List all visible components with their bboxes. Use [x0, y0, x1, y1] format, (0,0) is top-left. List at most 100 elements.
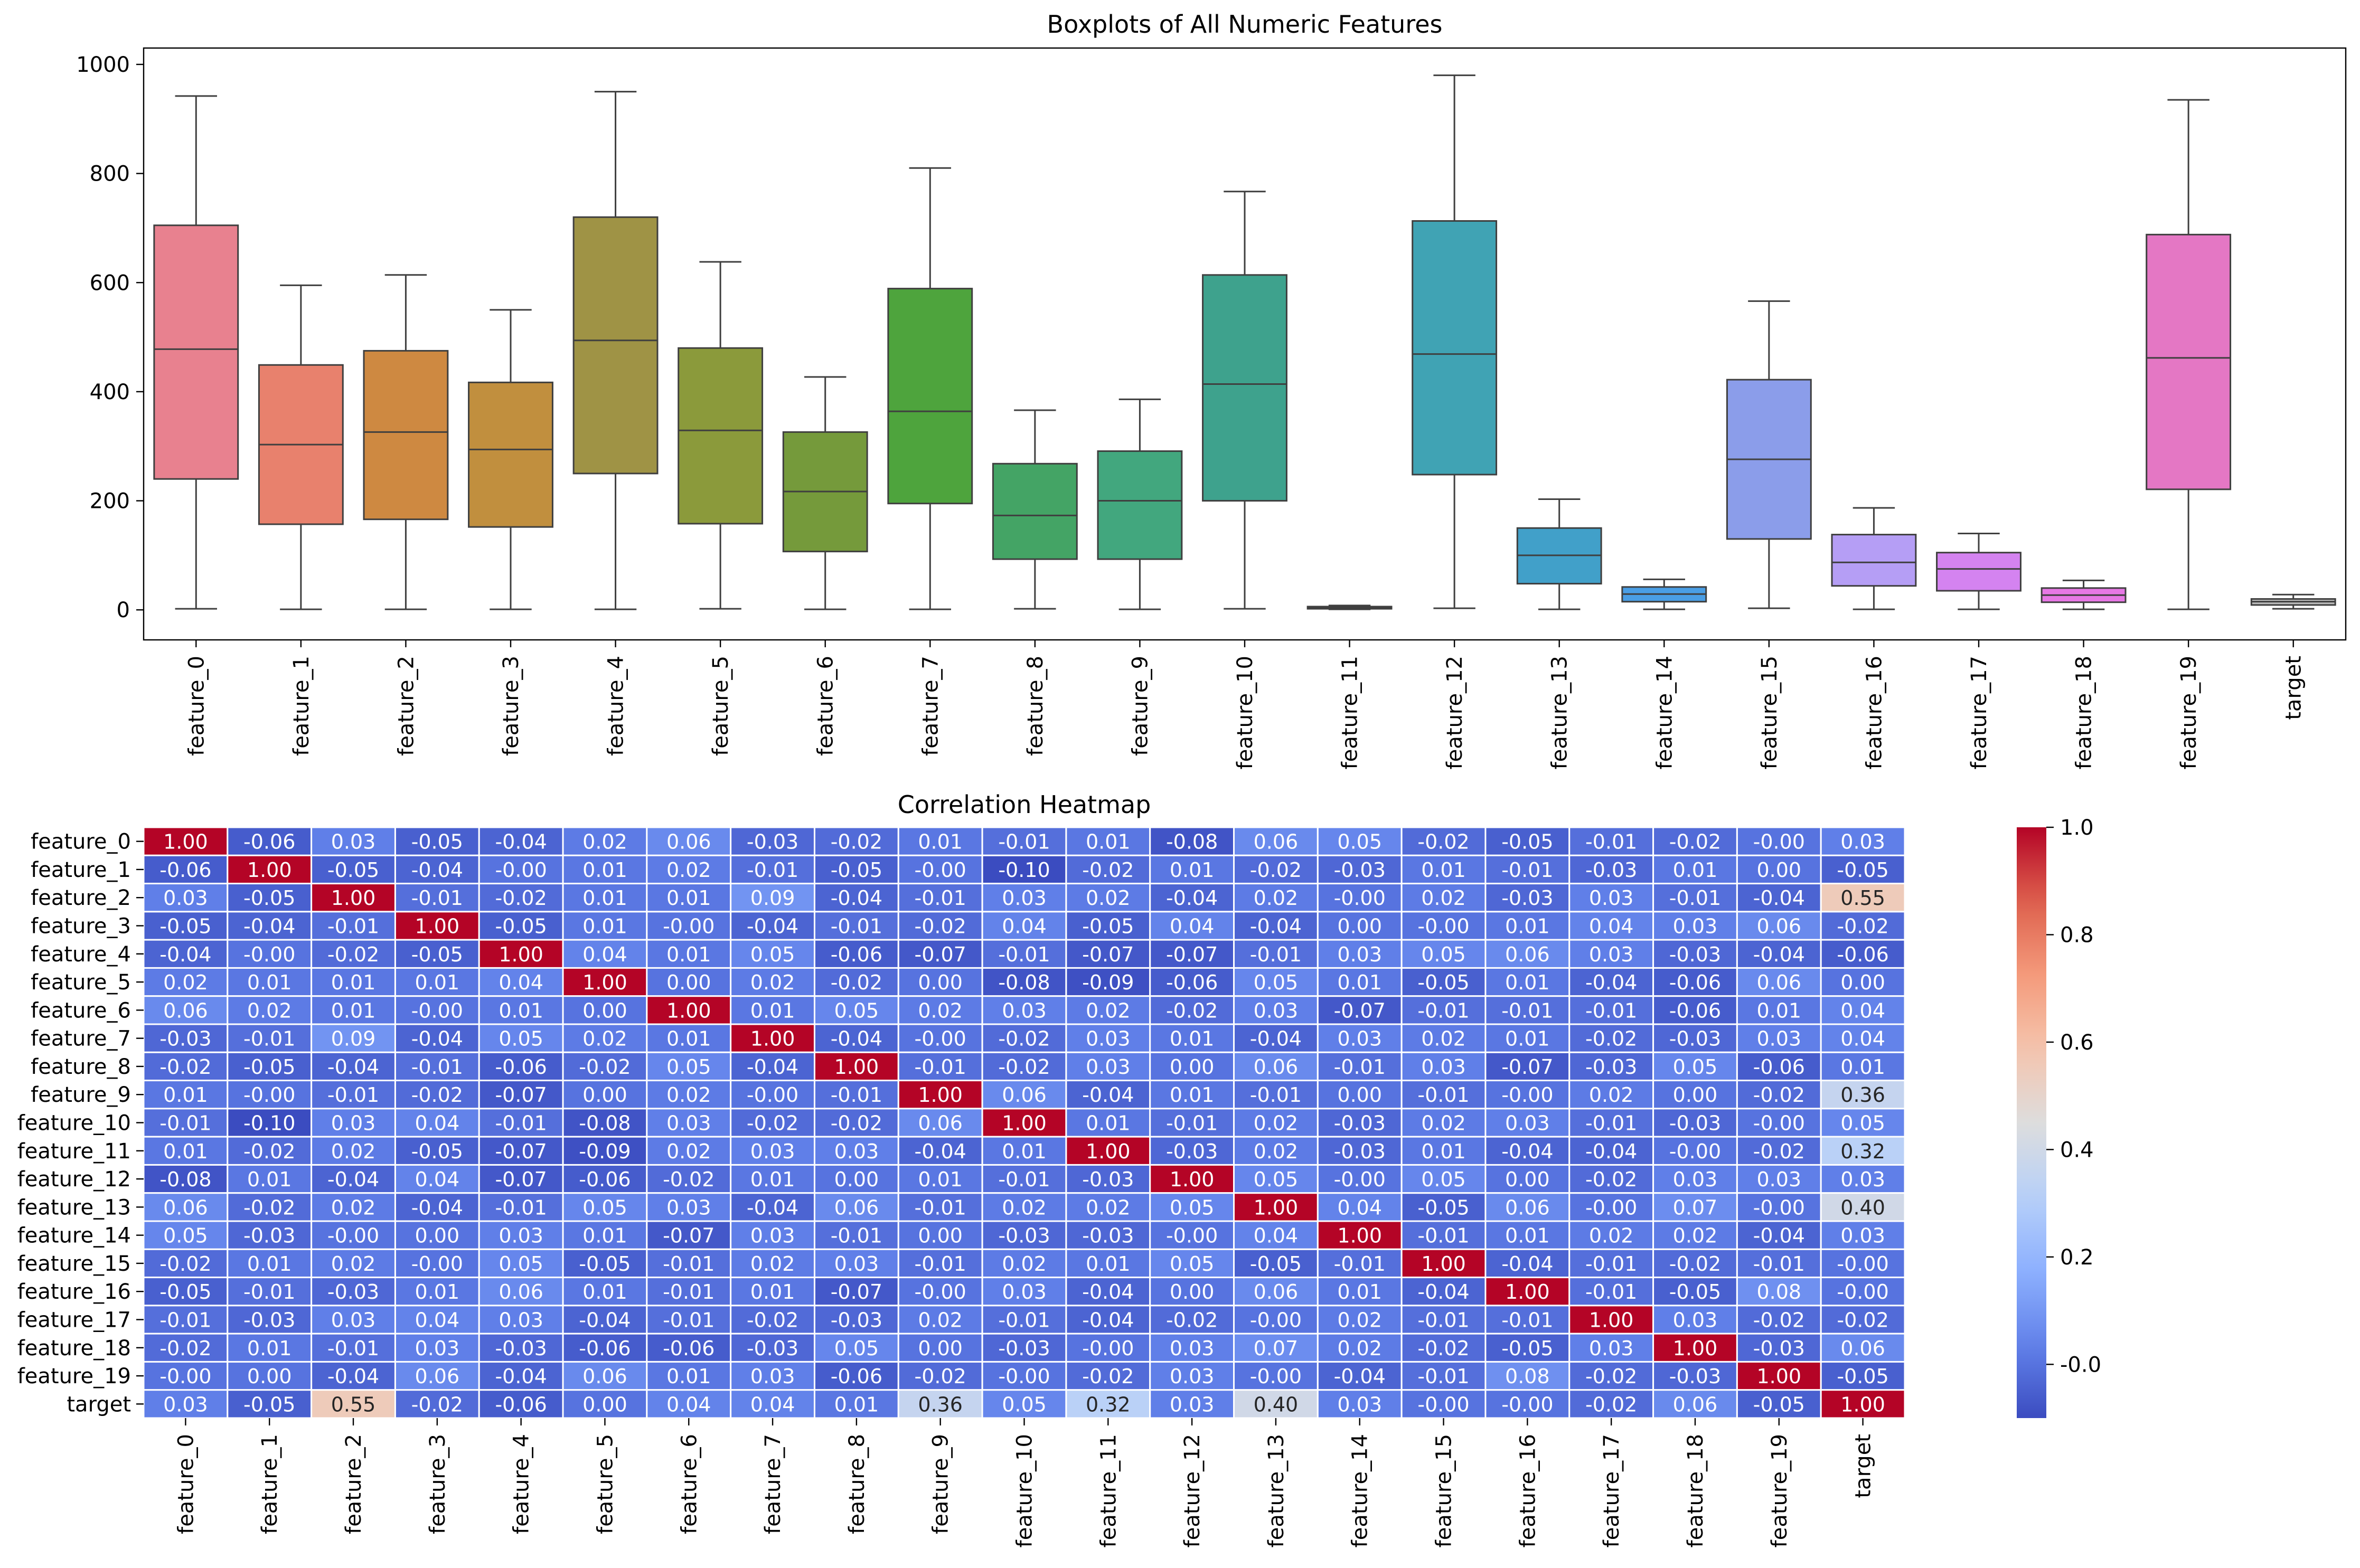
- heatmap-cell-label: 0.01: [1840, 1055, 1885, 1079]
- heatmap-cell: [394, 1136, 480, 1166]
- box-iqr: [1831, 534, 1917, 587]
- heatmap-cell: [646, 995, 732, 1025]
- row-label: feature_4: [31, 942, 131, 967]
- heatmap-cell-label: 0.03: [1673, 1168, 1718, 1191]
- heatmap-cell-label: -0.02: [998, 1055, 1050, 1079]
- heatmap-cell-label: -0.05: [579, 1252, 631, 1276]
- heatmap-cell: [730, 1023, 815, 1053]
- colorbar-tick-label: -0.0: [2060, 1353, 2101, 1377]
- heatmap-cell-label: 0.03: [1170, 1393, 1215, 1416]
- colorbar-panel: -0.0 0.2 0.4 0.6 0.8 1.0: [2017, 816, 2101, 1418]
- heatmap-cell-label: -0.03: [747, 1337, 798, 1360]
- heatmap-cell-label: 0.04: [415, 1112, 460, 1135]
- box-feature_1: [258, 284, 344, 610]
- heatmap-cell: [646, 967, 732, 997]
- heatmap-cell-label: -0.00: [1753, 1112, 1805, 1135]
- heatmap-cell: [478, 995, 564, 1025]
- heatmap-cell-label: 1.00: [1673, 1337, 1718, 1360]
- heatmap-cell-label: 0.06: [1840, 1337, 1885, 1360]
- heatmap-cell-label: -0.00: [243, 1083, 295, 1107]
- heatmap-cell: [311, 1333, 396, 1363]
- heatmap-cell-label: 0.01: [1421, 1140, 1466, 1163]
- heatmap-cell: [646, 1277, 732, 1307]
- heatmap-cell: [1317, 826, 1403, 856]
- heatmap-cell-label: 0.03: [1840, 1168, 1885, 1191]
- heatmap-cell: [1568, 854, 1654, 885]
- heatmap-cell-label: 0.07: [1254, 1337, 1299, 1360]
- heatmap-cell-label: -0.04: [159, 943, 211, 966]
- heatmap-cell-label: -0.03: [1334, 858, 1386, 882]
- heatmap-cell-label: -0.03: [1166, 1140, 1218, 1163]
- heatmap-cell: [1149, 1389, 1235, 1419]
- colorbar-gradient: [2017, 827, 2046, 1418]
- heatmap-cell-label: -0.01: [1250, 1083, 1302, 1107]
- box-iqr: [887, 288, 973, 505]
- heatmap-cell: [227, 967, 313, 997]
- heatmap-cell: [1065, 911, 1151, 941]
- heatmap-cell: [1149, 1051, 1235, 1082]
- heatmap-cell-label: 1.00: [1337, 1224, 1382, 1248]
- heatmap-cell: [1820, 911, 1906, 941]
- heatmap-cell-label: 0.04: [1002, 915, 1047, 938]
- heatmap-cell-label: -0.04: [1250, 915, 1302, 938]
- heatmap-cell: [1065, 1389, 1151, 1419]
- heatmap-cell-label: -0.02: [1082, 858, 1134, 882]
- box-feature_8: [992, 409, 1078, 610]
- row-label: feature_7: [31, 1027, 131, 1051]
- heatmap-cell-label: 0.03: [331, 1112, 376, 1135]
- heatmap-cell-label: 0.02: [1589, 1083, 1634, 1107]
- heatmap-cell-label: -0.01: [1585, 1112, 1637, 1135]
- heatmap-cell-label: -0.03: [1753, 1337, 1805, 1360]
- heatmap-cell-label: 0.02: [1421, 1112, 1466, 1135]
- heatmap-cell-label: 1.00: [1170, 1168, 1215, 1191]
- heatmap-cell: [1065, 883, 1151, 913]
- heatmap-cell-label: -0.01: [1585, 830, 1637, 854]
- heatmap-cell-label: 0.03: [1337, 1027, 1382, 1051]
- heatmap-cell: [394, 995, 480, 1025]
- heatmap-cell: [897, 1220, 983, 1250]
- heatmap-cell: [1233, 1023, 1319, 1053]
- heatmap-cell-label: 0.01: [582, 915, 627, 938]
- heatmap-cell: [1736, 967, 1822, 997]
- heatmap-cell-label: -0.03: [1334, 1112, 1386, 1135]
- heatmap-cell-label: -0.02: [1669, 830, 1721, 854]
- box-feature_5: [678, 261, 764, 610]
- col-label: feature_17: [1600, 1434, 1624, 1547]
- heatmap-cell: [311, 1080, 396, 1110]
- heatmap-cell-label: -0.01: [663, 1252, 714, 1276]
- heatmap-cell-label: -0.02: [1166, 1309, 1218, 1332]
- heatmap-cell: [1317, 1361, 1403, 1391]
- heatmap-panel: Correlation Heatmap 1.00 -0.06 0.03 -0.05 -0.…: [17, 790, 1906, 1547]
- heatmap-cell-label: -0.00: [1334, 1168, 1386, 1191]
- row-label: feature_17: [17, 1308, 131, 1333]
- heatmap-cell: [1065, 1192, 1151, 1222]
- heatmap-cell: [1568, 1305, 1654, 1335]
- x-tick-label: feature_3: [499, 656, 523, 756]
- heatmap-cell: [1233, 1051, 1319, 1082]
- heatmap-cell-label: -0.08: [1166, 830, 1218, 854]
- heatmap-cell-label: -0.02: [747, 1112, 798, 1135]
- heatmap-cell: [478, 1220, 564, 1250]
- heatmap-cell-label: -0.05: [243, 1055, 295, 1079]
- heatmap-cell: [1149, 1220, 1235, 1250]
- heatmap-cell-label: 0.08: [1505, 1365, 1550, 1388]
- heatmap-cell-label: 0.06: [163, 1196, 208, 1219]
- heatmap-cell: [562, 1051, 648, 1082]
- heatmap-cell: [562, 854, 648, 885]
- heatmap-cell-label: -0.03: [1669, 1365, 1721, 1388]
- heatmap-cell: [1736, 1136, 1822, 1166]
- heatmap-cell: [311, 854, 396, 885]
- row-label: feature_9: [31, 1083, 131, 1107]
- heatmap-cell-label: -0.00: [1837, 1280, 1888, 1303]
- heatmap-cell: [1568, 1136, 1654, 1166]
- heatmap-cell-label: 0.04: [666, 1393, 711, 1416]
- heatmap-cell: [143, 995, 229, 1025]
- heatmap-cell-label: -0.03: [1669, 1112, 1721, 1135]
- heatmap-cell-label: -0.04: [327, 1365, 379, 1388]
- heatmap-cell-label: 0.01: [1086, 1252, 1131, 1276]
- heatmap-cell-label: -0.05: [1837, 1365, 1888, 1388]
- heatmap-cell-label: 0.01: [331, 971, 376, 994]
- heatmap-cell: [1484, 911, 1571, 941]
- heatmap-cell: [562, 1333, 648, 1363]
- heatmap-cell: [478, 1023, 564, 1053]
